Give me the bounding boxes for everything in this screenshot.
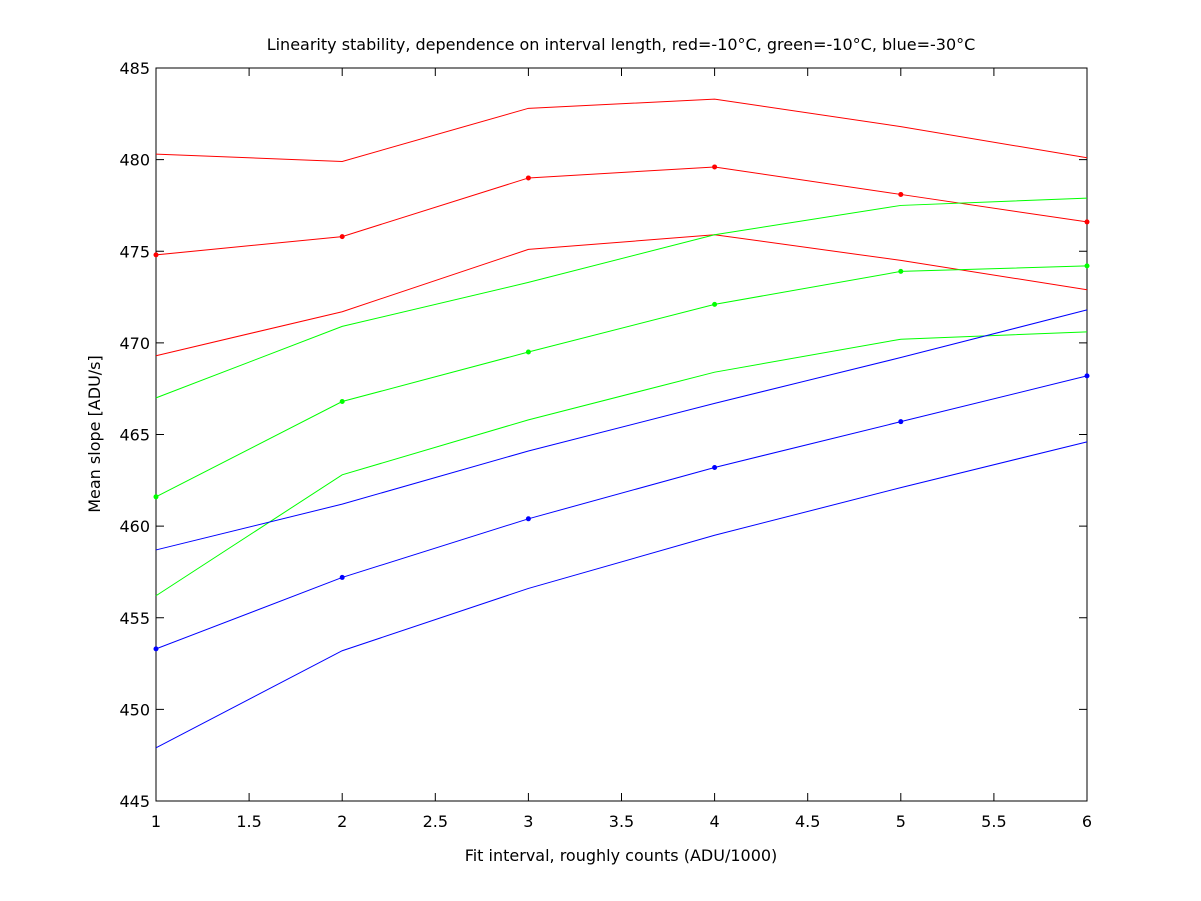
- y-tick-label: 460: [119, 517, 150, 536]
- series-line-5: [155, 265, 1088, 498]
- series-8-point: [525, 516, 531, 522]
- series-line-2: [155, 166, 1088, 256]
- x-tick-label: 3: [523, 812, 533, 831]
- y-tick-label: 465: [119, 426, 150, 445]
- series-2-point: [898, 191, 904, 197]
- series-8-point: [339, 574, 345, 580]
- y-tick-label: 455: [119, 609, 150, 628]
- series-5-point: [712, 301, 718, 307]
- x-tick-label: 4: [710, 812, 720, 831]
- series-5-point: [339, 399, 345, 405]
- series-line-3: [155, 234, 1088, 357]
- plot-area: 1 1.5 2 2.5 3 3.5 4 4.5 5 5.5 6 445 450 455 460 465 470 4…: [119, 59, 1092, 831]
- series-5-point: [153, 494, 159, 500]
- series-5-point: [1084, 263, 1090, 269]
- y-tick-label: 480: [119, 151, 150, 170]
- series-2-point: [712, 164, 718, 170]
- series-5-point: [525, 349, 531, 355]
- series-line-6: [155, 331, 1088, 597]
- y-tick-label: 475: [119, 242, 150, 261]
- x-tick-label: 1.5: [236, 812, 261, 831]
- y-tick-label: 450: [119, 700, 150, 719]
- series-2-point: [339, 234, 345, 240]
- series-2-point: [525, 175, 531, 181]
- y-tick-label: 485: [119, 59, 150, 78]
- series-2-point: [1084, 219, 1090, 225]
- x-tick-label: 5.5: [981, 812, 1006, 831]
- x-tick-label: 3.5: [609, 812, 634, 831]
- series-8-point: [153, 646, 159, 652]
- x-tick-label: 4.5: [795, 812, 820, 831]
- x-tick-label: 2: [337, 812, 347, 831]
- y-axis-label: Mean slope [ADU/s]: [85, 355, 104, 513]
- series-line-1: [155, 98, 1088, 162]
- series-line-7: [155, 309, 1088, 551]
- x-tick-label: 2.5: [423, 812, 448, 831]
- series-line-4: [155, 197, 1088, 399]
- y-tick-label: 470: [119, 334, 150, 353]
- chart-title: Linearity stability, dependence on inter…: [267, 35, 976, 54]
- series-8-point: [1084, 373, 1090, 379]
- series-2-point: [153, 252, 159, 258]
- series-8-point: [898, 419, 904, 425]
- series-line-9: [155, 441, 1088, 749]
- x-tick-label: 1: [151, 812, 161, 831]
- series-8-point: [712, 464, 718, 470]
- x-tick-label: 6: [1082, 812, 1092, 831]
- x-axis-label: Fit interval, roughly counts (ADU/1000): [465, 846, 778, 865]
- series-line-8: [155, 375, 1088, 650]
- series-5-point: [898, 268, 904, 274]
- x-tick-label: 5: [896, 812, 906, 831]
- y-tick-label: 445: [119, 792, 150, 811]
